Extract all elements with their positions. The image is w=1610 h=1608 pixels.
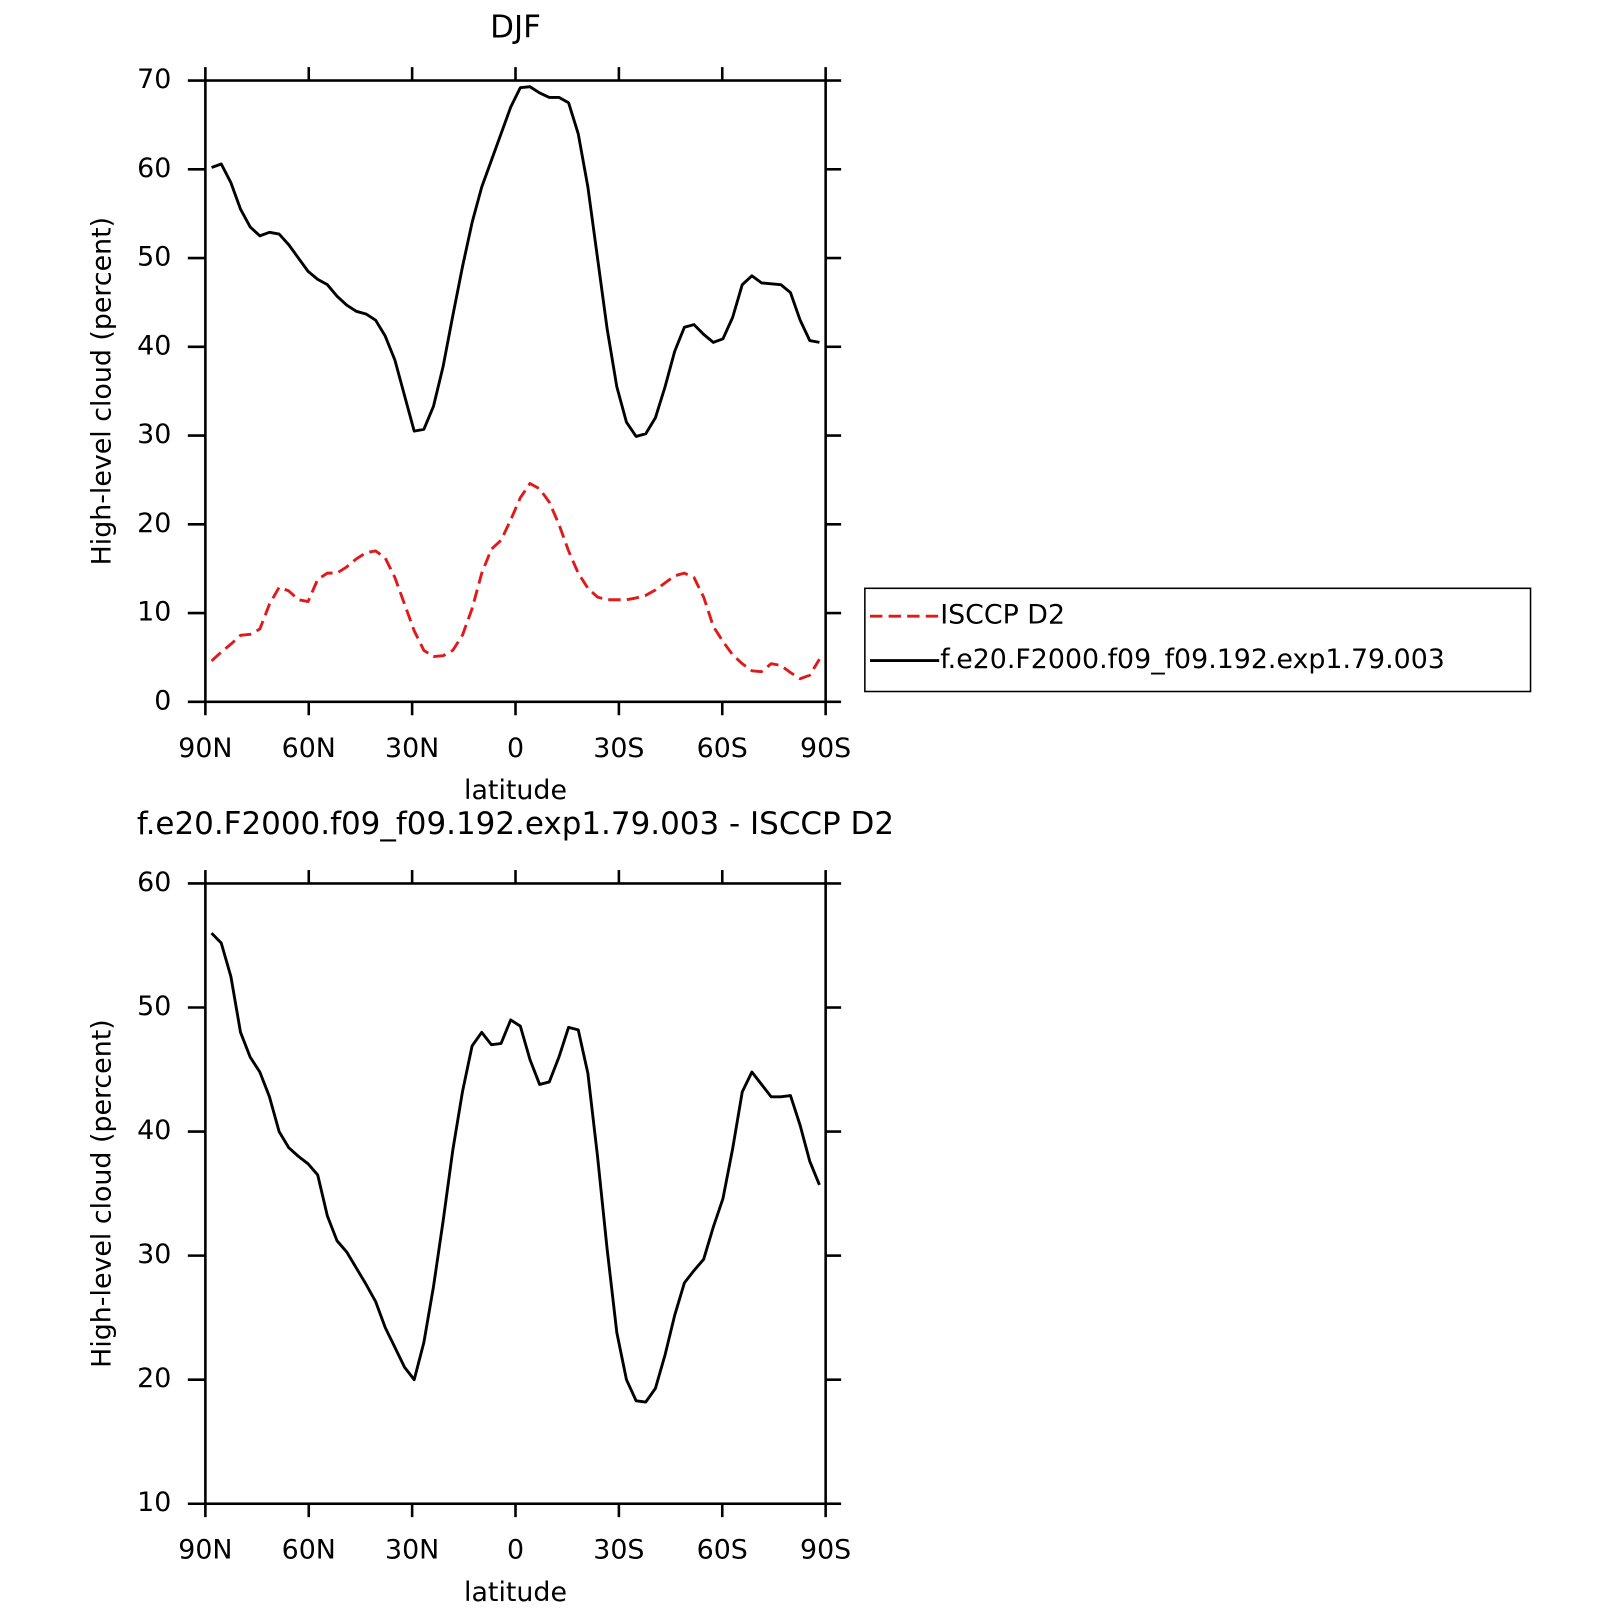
legend-label: ISCCP D2 (940, 600, 1065, 631)
legend-label: f.e20.F2000.f09_f09.192.exp1.79.003 (940, 644, 1445, 675)
y-axis-label: High-level cloud (percent) (87, 1019, 118, 1368)
y-tick-label: 60 (137, 867, 171, 898)
y-axis-label: High-level cloud (percent) (87, 217, 118, 566)
y-tick-label: 70 (137, 64, 171, 95)
y-tick-label: 30 (137, 419, 171, 450)
x-tick-label: 30S (593, 1535, 644, 1566)
x-tick-label: 60N (282, 733, 336, 764)
chart-title: f.e20.F2000.f09_f09.192.exp1.79.003 - IS… (137, 806, 894, 842)
data-line (210, 482, 821, 681)
y-tick-label: 10 (137, 597, 171, 628)
x-tick-label: 30N (385, 733, 439, 764)
x-tick-label: 30S (593, 733, 644, 764)
x-tick-label: 60S (697, 733, 748, 764)
x-tick-label: 0 (507, 733, 524, 764)
chart-title: DJF (490, 9, 541, 45)
y-tick-label: 20 (137, 1363, 171, 1394)
x-axis-label: latitude (464, 775, 567, 806)
x-tick-label: 60N (282, 1535, 336, 1566)
x-tick-label: 90S (800, 733, 851, 764)
y-tick-label: 20 (137, 508, 171, 539)
plot-frame (204, 79, 827, 704)
x-tick-label: 90N (178, 733, 232, 764)
y-tick-label: 40 (137, 330, 171, 361)
legend-box (864, 587, 1532, 693)
x-tick-label: 60S (697, 1535, 748, 1566)
y-tick-label: 60 (137, 153, 171, 184)
x-tick-label: 30N (385, 1535, 439, 1566)
data-line (210, 932, 821, 1404)
y-tick-label: 0 (154, 685, 171, 716)
x-tick-label: 0 (507, 1535, 524, 1566)
y-tick-label: 40 (137, 1115, 171, 1146)
plot-frame (204, 882, 827, 1506)
x-axis-label: latitude (464, 1577, 567, 1608)
y-tick-label: 50 (137, 242, 171, 273)
y-tick-label: 50 (137, 991, 171, 1022)
x-tick-label: 90S (800, 1535, 851, 1566)
y-tick-label: 30 (137, 1239, 171, 1270)
x-tick-label: 90N (178, 1535, 232, 1566)
data-line (211, 85, 820, 438)
y-tick-label: 10 (137, 1487, 171, 1518)
